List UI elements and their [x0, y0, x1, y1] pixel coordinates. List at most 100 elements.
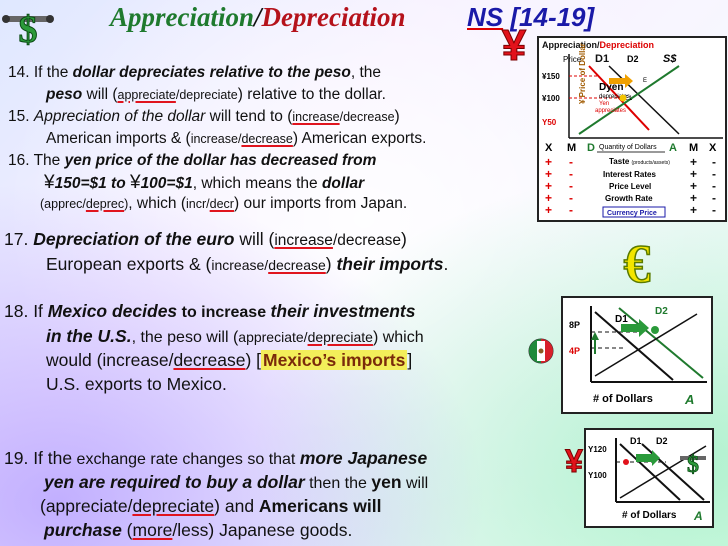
shifter-right-x-3: -: [712, 179, 716, 193]
graph-title-slash: /: [597, 40, 600, 50]
shifters-panel: X M D Quantity of Dollars A M X Taste (p…: [537, 140, 727, 222]
q18-graph-d2: D2: [655, 306, 668, 317]
q17-line2: European exports & (increase/decrease) t…: [46, 254, 448, 275]
graph-y100-label: ¥100: [542, 94, 560, 103]
q15-option-increase-2: increase: [190, 132, 238, 146]
q14-will: will (: [82, 86, 118, 103]
q18-graph-d1: D1: [615, 314, 628, 325]
shifter-right-x-2: -: [712, 167, 716, 181]
q15-emphasis: Appreciation of the dollar: [33, 108, 206, 125]
q16-rest: , which means the: [192, 175, 318, 192]
q16-dollar: dollar: [321, 175, 365, 192]
shifters-header-x-left: X: [545, 142, 553, 154]
shifter-right-m-1: +: [690, 155, 697, 169]
q18-graph-panel: 8P 4P D1 D2 # of Dollars A: [561, 296, 713, 414]
shifter-left-x-4: +: [545, 191, 552, 205]
dollar-plane-icon: $: [2, 9, 54, 48]
q19-line2: yen are required to buy a dollar then th…: [44, 472, 428, 493]
q19-emphasis: more Japanese: [299, 448, 428, 468]
q17-emphasis: Depreciation of the euro: [33, 229, 235, 249]
q14-line2: peso will (appreciate/depreciate) relati…: [46, 86, 386, 104]
q15-line2: American imports & (increase/decrease) A…: [46, 130, 426, 148]
title-slash: /: [254, 2, 262, 32]
q18-graph: 8P 4P D1 D2 # of Dollars A: [569, 306, 707, 407]
shifter-left-x-3: +: [545, 179, 552, 193]
shifter-right-m-4: +: [690, 191, 697, 205]
q14-peso: peso: [46, 86, 83, 103]
q19-line3a: (: [40, 496, 46, 516]
red-yen-icon: ¥: [501, 21, 527, 65]
q17-dot: .: [443, 254, 449, 274]
q19-graph-d2: D2: [656, 436, 668, 446]
q15-line2a: American imports & (: [46, 130, 191, 147]
q18-sep: /: [303, 329, 308, 345]
q19-graph-a: A: [693, 509, 703, 523]
q18-highlight: Mexico’s imports: [261, 350, 408, 370]
q18-line3: would (increase/decrease) [Mexico’s impo…: [46, 350, 412, 371]
q18-line2: in the U.S., the peso will (appreciate/d…: [46, 326, 424, 347]
q19-graph-y120: Y120: [588, 445, 607, 454]
q16-option-apprec: apprec: [44, 197, 83, 211]
q18-answer-depreciate: depreciate: [307, 329, 373, 345]
graph-appreciates-label: appreciates: [595, 108, 626, 114]
graph-y-axis-label: ¥ Price of Dollar: [578, 43, 587, 104]
shifter-left-m-3: -: [569, 179, 573, 193]
q17-number: 17.: [4, 229, 29, 249]
svg-text:$: $: [19, 9, 38, 48]
q19-rest: exchange rate changes so that: [72, 451, 300, 468]
graph-dyen-label: Dyen: [599, 82, 623, 93]
q16-line2: ¥150=$1 to ¥100=$1, which means the doll…: [44, 172, 364, 194]
q15-close: ): [394, 108, 400, 125]
graph-yen-label: Yen: [599, 101, 609, 107]
shifter-currency-price: Currency Price: [607, 210, 657, 217]
q14-number: 14. If the: [8, 64, 69, 81]
q18-emphasis-2: their investments: [270, 301, 416, 321]
q18-line3b: ) [: [245, 350, 262, 370]
svg-text:¥: ¥: [565, 443, 583, 476]
shifter-price-level: Price Level: [609, 182, 651, 191]
q15-option-decrease: decrease: [343, 110, 395, 124]
q15-rest: will tend to (: [205, 108, 293, 125]
svg-text:Appreciation/Depreciation: Appreciation/Depreciation: [542, 40, 654, 50]
q19-option-less: less: [177, 520, 209, 540]
q18-end: ) which: [372, 329, 424, 346]
q16-answer-deprec: deprec: [85, 197, 125, 211]
q18-graph-x-label: # of Dollars: [593, 393, 653, 405]
q17-option-increase-2: increase: [211, 257, 265, 273]
q19-graph: Y120 Y100 D1 D2 # of Dollars A: [588, 436, 710, 523]
q17-sep2: /: [264, 257, 269, 273]
ns-text: NS: [467, 2, 504, 32]
q16-sep2: /: [206, 197, 210, 211]
q14-sep: /: [175, 88, 180, 102]
q14-end: ) relative to the dollar.: [237, 86, 386, 103]
shifters-header-m-left: M: [567, 142, 576, 154]
graph-title-depreciation: Depreciation: [600, 40, 655, 50]
shifter-left-x-5: +: [545, 203, 552, 217]
svg-text:$: $: [687, 452, 699, 476]
graph-e-label: E: [643, 78, 647, 84]
q16-value-150: 150=$1 to: [54, 175, 130, 192]
q14-rest: , the: [350, 64, 382, 81]
q17-answer-increase: increase: [274, 232, 333, 249]
shifter-right-m-3: +: [690, 179, 697, 193]
q18-graph-8p: 8P: [569, 320, 580, 330]
q16-emphasis: yen price of the dollar has decreased fr…: [64, 152, 377, 169]
q16-yen-sign-2: ¥: [129, 172, 141, 193]
q19-answer-depreciate: depreciate: [132, 496, 215, 516]
q18-answer-decrease: decrease: [173, 350, 246, 370]
shifter-left-m-2: -: [569, 167, 573, 181]
shifter-right-m-5: +: [690, 203, 697, 217]
q17-option-decrease: decrease: [337, 232, 402, 249]
graph-price-label: Price: [563, 55, 582, 64]
title-depreciation: Depreciation: [261, 2, 406, 32]
mexico-flag-icon: [528, 338, 554, 364]
q16-yen-sign-1: ¥: [44, 172, 55, 193]
q19-emphasis-2: yen are required to buy a dollar: [44, 472, 305, 492]
q19-line3b: ) and: [214, 496, 259, 516]
q19-purchase: purchase: [44, 520, 122, 540]
q15-number: 15.: [8, 108, 30, 125]
q17-will: will (: [234, 229, 275, 249]
graph-e1-label: E1: [625, 96, 633, 102]
q18-mid: to increase: [177, 304, 271, 321]
q17-close: ): [401, 229, 407, 249]
